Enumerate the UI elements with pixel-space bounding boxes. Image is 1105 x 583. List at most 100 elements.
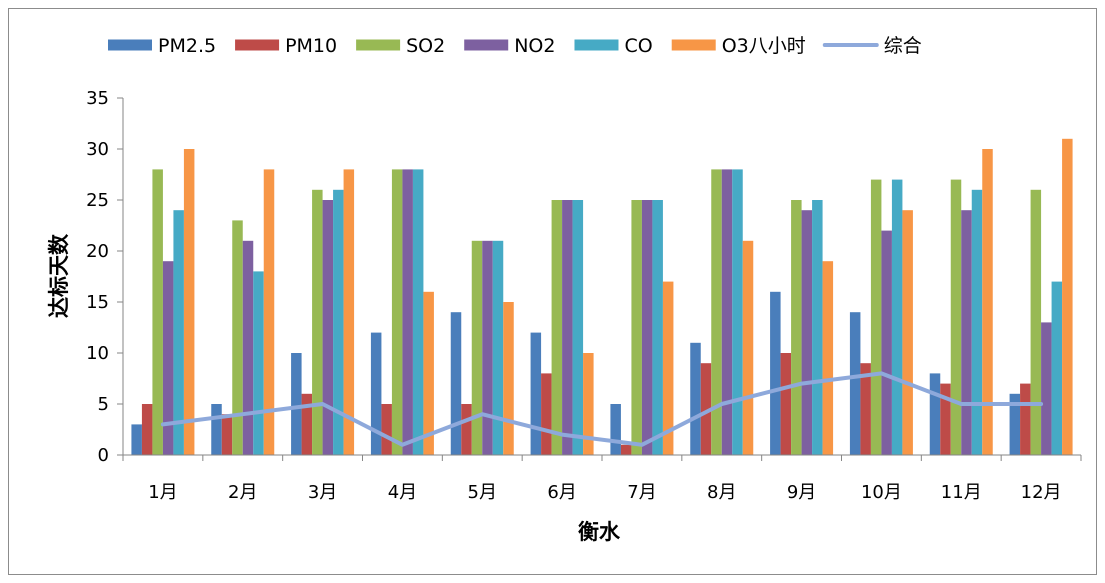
x-axis-ticks: 1月 2月 3月 4月 5月 6月 7月 8月 9月 10月 11月 12月 — [122, 455, 1082, 503]
bar — [1009, 393, 1021, 455]
bar — [961, 210, 972, 455]
bar — [242, 240, 254, 455]
bar — [652, 200, 663, 455]
bar — [152, 169, 163, 455]
legend-label: CO — [624, 35, 652, 57]
y-tick-label: 30 — [86, 139, 109, 160]
bar — [312, 189, 323, 456]
legend-label: PM10 — [285, 35, 337, 57]
bar — [770, 291, 781, 455]
bar — [211, 404, 222, 455]
bar — [333, 189, 344, 456]
bar — [881, 230, 892, 455]
bar — [423, 291, 434, 455]
bar — [711, 169, 722, 455]
bar — [583, 353, 594, 455]
bar — [849, 312, 861, 455]
bar — [982, 149, 993, 455]
x-tick-label: 3月 — [308, 482, 337, 503]
bar — [902, 210, 913, 455]
bar — [471, 240, 483, 455]
y-axis-title: 达标天数 — [46, 233, 71, 318]
bar — [412, 169, 424, 455]
bar — [791, 200, 802, 455]
legend-swatch — [235, 39, 280, 51]
x-tick-label: 2月 — [228, 482, 257, 503]
y-tick-label: 20 — [86, 241, 109, 262]
bar — [950, 179, 962, 455]
legend-swatch — [108, 39, 152, 51]
legend: PM2.5 PM10 SO2 NO2 CO O3八小时 综合 — [108, 35, 922, 57]
bar — [322, 200, 334, 455]
x-tick-label: 10月 — [861, 482, 902, 503]
legend-swatch — [464, 39, 509, 51]
bar — [1051, 281, 1063, 455]
bars — [131, 138, 1073, 456]
bar — [631, 200, 642, 455]
bar — [572, 200, 584, 455]
bar — [971, 189, 983, 456]
legend-label: NO2 — [514, 35, 555, 57]
combined-line — [160, 371, 1044, 447]
bar — [700, 363, 712, 455]
legend-swatch — [671, 39, 716, 51]
x-tick-label: 7月 — [627, 482, 656, 503]
bar — [291, 353, 302, 455]
bar — [801, 210, 813, 455]
bar — [173, 210, 184, 455]
bar — [263, 169, 275, 455]
bar — [662, 281, 674, 455]
y-tick-label: 25 — [86, 190, 109, 211]
bar — [391, 169, 403, 455]
bar — [940, 383, 951, 455]
line-series — [160, 371, 1044, 447]
bar — [1041, 322, 1052, 455]
y-tick-label: 10 — [86, 343, 109, 364]
x-tick-label: 4月 — [388, 482, 417, 503]
y-axis-ticks: 0 5 10 15 20 25 30 35 — [86, 88, 123, 466]
bar — [492, 240, 504, 455]
bar — [343, 169, 355, 455]
bar — [482, 240, 493, 455]
x-axis-title: 衡水 — [578, 519, 621, 544]
legend-label: SO2 — [406, 35, 445, 57]
bar — [232, 220, 243, 455]
bar — [301, 393, 313, 455]
bar — [812, 200, 823, 455]
bar — [780, 353, 792, 455]
bar — [929, 373, 941, 455]
bar — [610, 404, 621, 455]
y-tick-label: 0 — [98, 445, 109, 466]
bar — [551, 200, 563, 455]
bar — [1020, 383, 1031, 455]
bar — [620, 444, 632, 455]
bar — [530, 332, 542, 455]
bar — [562, 200, 573, 455]
bar — [690, 342, 701, 455]
bar — [141, 404, 153, 455]
bar — [641, 200, 653, 455]
bar — [822, 261, 834, 455]
x-tick-label: 6月 — [547, 482, 576, 503]
bar — [1062, 138, 1073, 456]
x-tick-label: 9月 — [787, 482, 816, 503]
bar — [870, 179, 882, 455]
bar — [461, 404, 472, 455]
y-tick-label: 35 — [86, 88, 109, 109]
bar — [402, 169, 413, 455]
bar — [221, 414, 233, 455]
bar — [370, 332, 382, 455]
bar — [742, 240, 754, 455]
bar — [253, 271, 264, 455]
legend-label: 综合 — [884, 35, 922, 57]
x-tick-label: 8月 — [707, 482, 736, 503]
bar — [732, 169, 743, 455]
bar — [1030, 189, 1042, 456]
bar — [721, 169, 733, 455]
legend-swatch — [574, 39, 619, 51]
bar — [891, 179, 903, 455]
y-tick-label: 5 — [98, 394, 109, 415]
bar — [131, 424, 142, 455]
legend-swatch — [356, 39, 401, 51]
